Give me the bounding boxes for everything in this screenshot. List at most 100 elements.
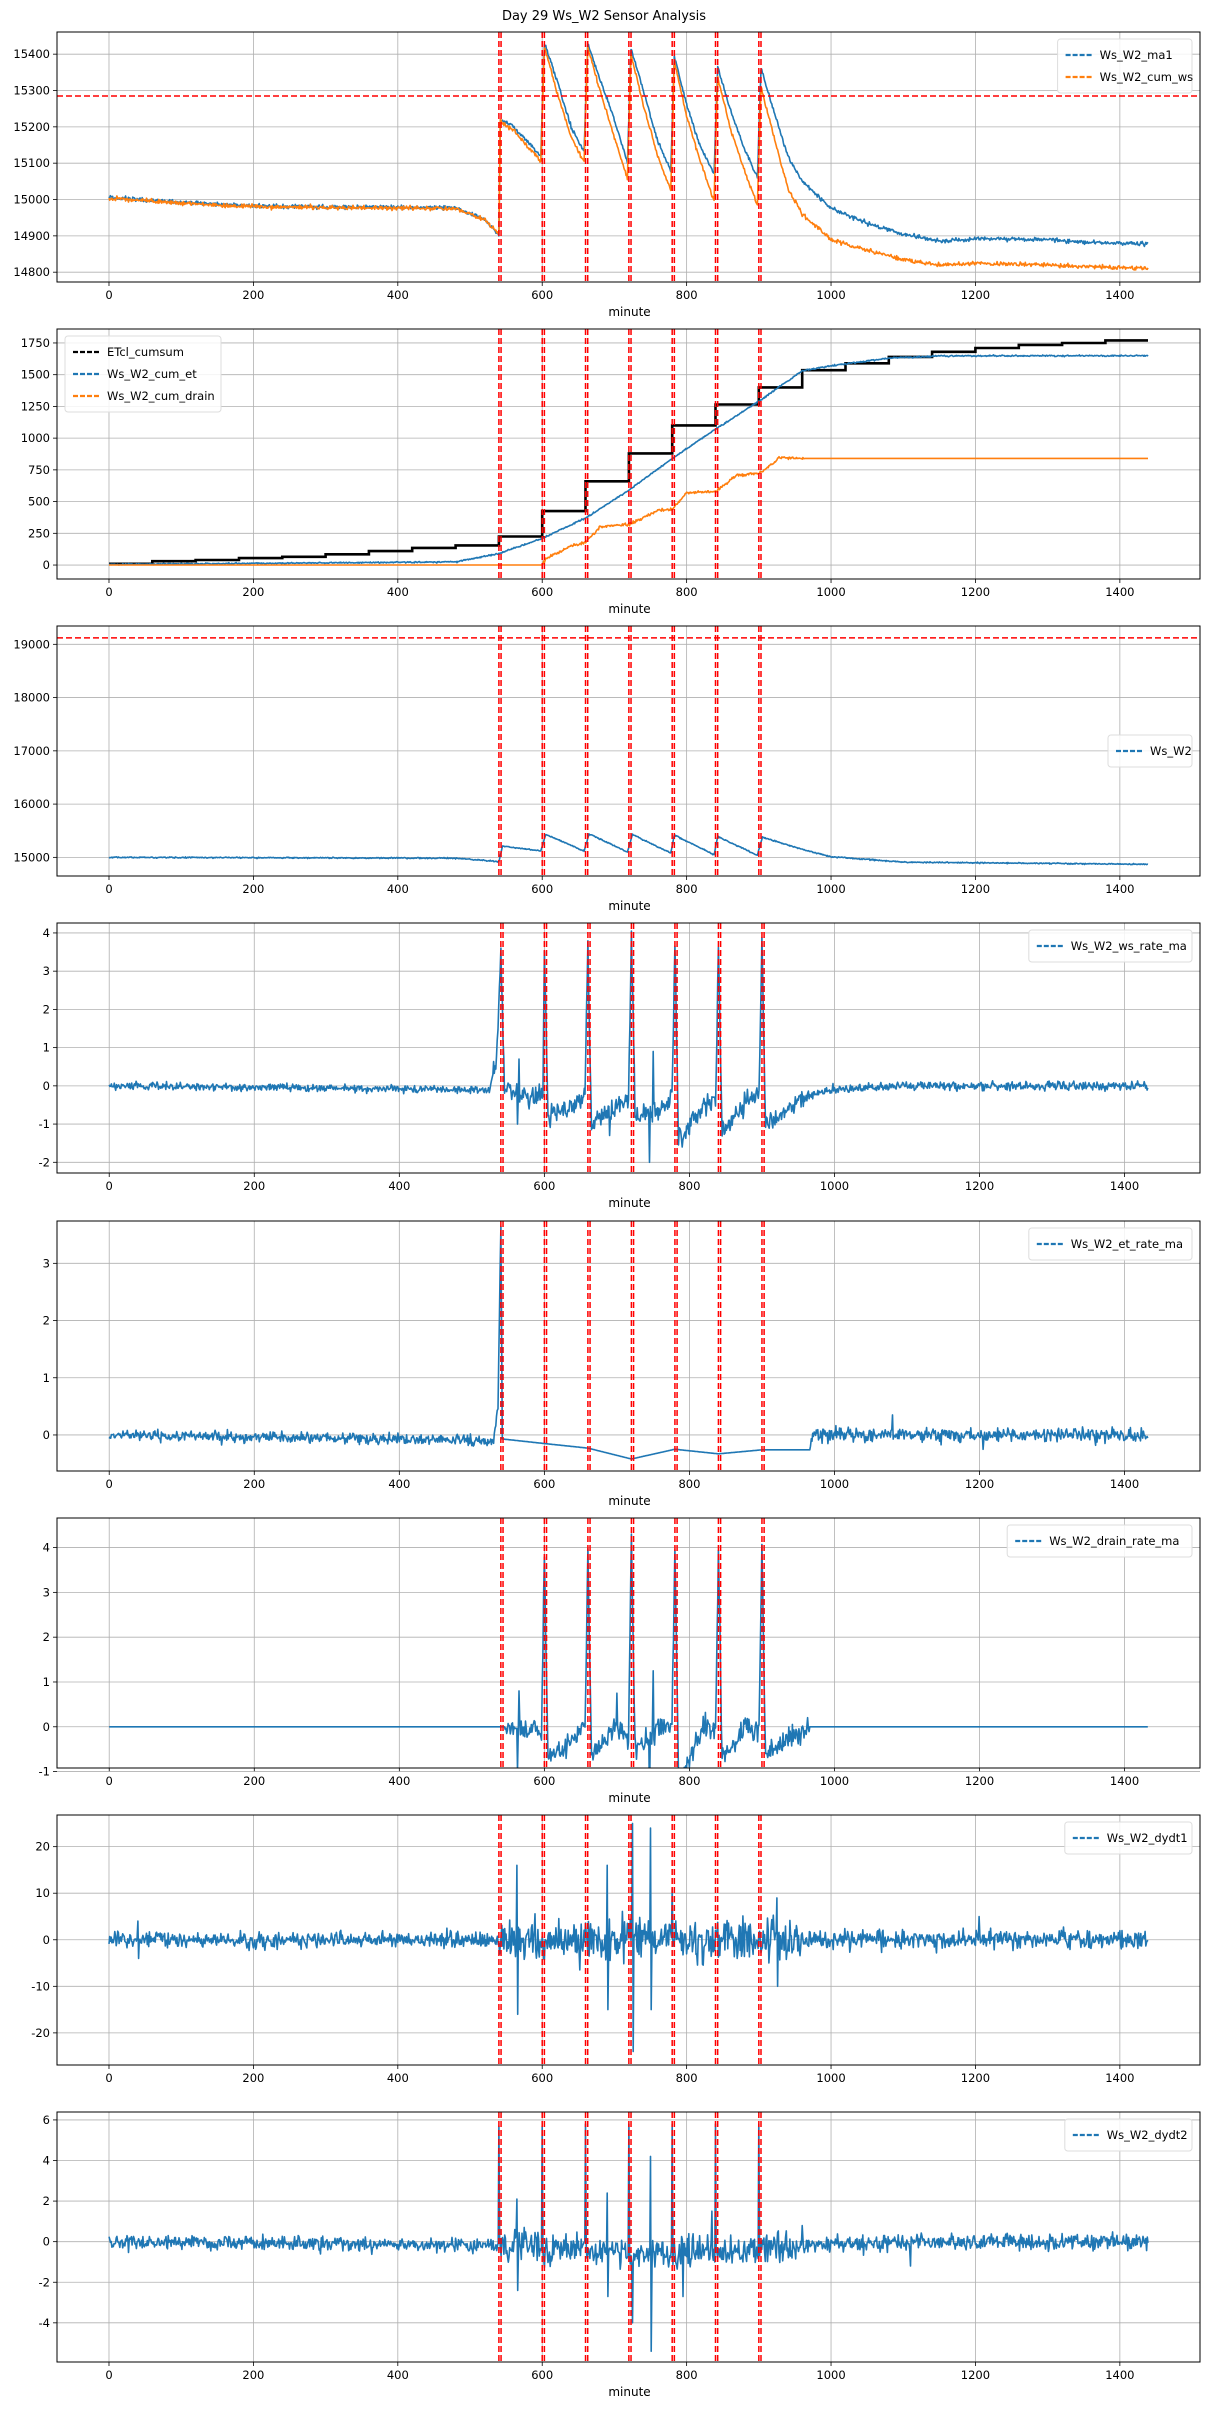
y-tick-label: 500 [28, 495, 50, 509]
series-line-Ws_W2_drain_rate_ma [109, 1533, 1148, 1768]
axes-frame [56, 31, 1201, 283]
x-tick-label: 0 [105, 2071, 112, 2085]
x-tick-label: 600 [531, 585, 553, 599]
x-axis-label: minute [608, 602, 650, 616]
subplot-8: 0 200 400 600 800 1000 1200 1400 -4 -2 0 2 4 6 minute W… [39, 2111, 1201, 2399]
series-line-Ws_W2_dydt1 [108, 1822, 1149, 2053]
x-tick-label: 1000 [816, 585, 845, 599]
x-tick-label: 600 [533, 1774, 555, 1788]
axes-frame [56, 328, 1201, 580]
x-tick-label: 1400 [1105, 585, 1134, 599]
legend-box [1028, 929, 1193, 963]
legend: Ws_W2_ma1 Ws_W2_cum_ws [1057, 38, 1194, 94]
series-line-Ws_W2_cum_et [108, 354, 1149, 566]
subplot-3: 0 200 400 600 800 1000 1200 1400 15000 16000 17000… [13, 625, 1201, 913]
y-tick-label: -20 [31, 2026, 50, 2040]
axes-frame [56, 922, 1201, 1174]
x-tick-label: 600 [531, 288, 553, 302]
legend-label: Ws_W2_ws_rate_ma [1071, 939, 1187, 953]
x-axis-label: minute [608, 305, 650, 319]
x-tick-label: 1000 [816, 882, 845, 896]
x-tick-label: 1200 [961, 585, 990, 599]
y-tick-label: 1 [43, 1041, 50, 1055]
y-tick-label: 16000 [13, 797, 50, 811]
legend-label: Ws_W2 [1150, 744, 1192, 758]
legend-label: Ws_W2_ma1 [1100, 48, 1173, 62]
y-tick-label: 2 [43, 1630, 50, 1644]
series-line-Ws_W2_ws_rate_ma [108, 930, 1149, 1164]
x-tick-label: 800 [676, 2071, 698, 2085]
x-tick-label: 1400 [1105, 2071, 1134, 2085]
x-tick-label: 200 [243, 1774, 265, 1788]
y-tick-label: 4 [43, 2153, 50, 2167]
x-axis-label: minute [608, 1196, 650, 1210]
x-tick-label: 600 [531, 882, 553, 896]
plot-area [108, 329, 1149, 579]
plot-area [108, 2112, 1149, 2362]
y-tick-label: 3 [43, 1256, 50, 1270]
x-axis-label: minute [608, 899, 650, 913]
x-tick-label: 200 [242, 585, 264, 599]
y-tick-label: 3 [43, 964, 50, 978]
legend-box [1028, 1227, 1193, 1261]
y-tick-label: 750 [28, 463, 50, 477]
x-tick-label: 800 [676, 2368, 698, 2382]
x-tick-label: 1400 [1110, 1477, 1139, 1491]
y-tick-label: 4 [43, 926, 50, 940]
x-tick-label: 0 [105, 882, 112, 896]
y-tick-label: 1250 [21, 399, 50, 413]
y-tick-label: -2 [39, 2275, 50, 2289]
x-tick-label: 400 [387, 2368, 409, 2382]
x-tick-label: 400 [387, 2071, 409, 2085]
y-tick-label: 0 [43, 1720, 50, 1734]
x-tick-label: 0 [106, 1477, 113, 1491]
y-tick-label: 0 [43, 2235, 50, 2249]
y-tick-label: 3 [43, 1585, 50, 1599]
legend: ETcl_cumsum Ws_W2_cum_et Ws_W2_cum_drain [64, 335, 222, 413]
legend-label: Ws_W2_cum_ws [1100, 70, 1194, 84]
x-tick-label: 200 [242, 288, 264, 302]
x-tick-label: 200 [242, 2071, 264, 2085]
x-tick-label: 1200 [965, 1179, 994, 1193]
legend-box [64, 335, 222, 413]
x-tick-label: 1000 [816, 2368, 845, 2382]
x-tick-label: 200 [243, 1477, 265, 1491]
axes-frame [56, 1814, 1201, 2066]
x-tick-label: 400 [387, 585, 409, 599]
y-tick-label: 4 [43, 1541, 50, 1555]
y-tick-label: 2 [43, 2194, 50, 2208]
y-tick-label: 19000 [13, 637, 50, 651]
legend: Ws_W2_drain_rate_ma [1006, 1524, 1193, 1558]
x-tick-label: 200 [242, 2368, 264, 2382]
x-tick-label: 1200 [961, 882, 990, 896]
axes-frame [56, 2111, 1201, 2363]
plot-area [57, 626, 1200, 876]
y-tick-label: 0 [43, 558, 50, 572]
y-tick-label: -1 [39, 1117, 50, 1131]
axes-frame [56, 1517, 1201, 1769]
subplot-6: 0 200 400 600 800 1000 1200 1400 -1 0 1 2 3 4 minute Ws… [39, 1517, 1201, 1805]
y-tick-label: 18000 [13, 691, 50, 705]
plot-area [109, 1518, 1148, 1768]
y-tick-label: 1750 [21, 336, 50, 350]
x-tick-label: 800 [676, 882, 698, 896]
axes-frame [56, 1220, 1201, 1472]
x-tick-label: 1000 [820, 1477, 849, 1491]
y-tick-label: 14800 [13, 265, 50, 279]
y-tick-label: 1000 [21, 431, 50, 445]
y-tick-label: 6 [43, 2113, 50, 2127]
figure-title: Day 29 Ws_W2 Sensor Analysis [502, 9, 706, 24]
x-tick-label: 0 [106, 1179, 113, 1193]
legend: Ws_W2_dydt1 [1064, 1821, 1193, 1855]
x-tick-label: 1000 [816, 288, 845, 302]
x-tick-label: 200 [243, 1179, 265, 1193]
x-tick-label: 1400 [1110, 1774, 1139, 1788]
x-tick-label: 800 [678, 1477, 700, 1491]
x-tick-label: 1000 [820, 1774, 849, 1788]
x-tick-label: 1000 [820, 1179, 849, 1193]
subplot-5: 0 200 400 600 800 1000 1200 1400 0 1 2 3 minute Ws_W2… [43, 1220, 1201, 1508]
legend-label: Ws_W2_drain_rate_ma [1049, 1534, 1179, 1548]
y-tick-label: -2 [39, 1155, 50, 1169]
plot-area [108, 1221, 1149, 1471]
y-tick-label: 14900 [13, 229, 50, 243]
